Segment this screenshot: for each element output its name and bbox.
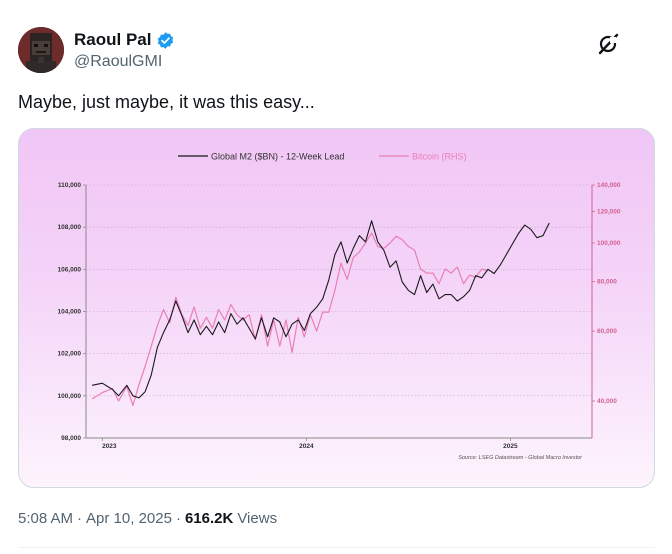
left-axis-label: 104,000 xyxy=(58,309,82,316)
tweet-time[interactable]: 5:08 AM xyxy=(18,510,74,527)
verified-badge-icon xyxy=(156,31,175,50)
chart-source-note: Source: LSEG Datastream - Global Macro I… xyxy=(458,455,583,461)
left-axis-label: 106,000 xyxy=(58,266,82,273)
right-axis-label: 140,000 xyxy=(597,182,621,189)
series-line-bitcoin xyxy=(91,232,489,406)
series-line-global-m2 xyxy=(91,220,550,399)
right-axis-label: 40,000 xyxy=(597,398,617,405)
author-name[interactable]: Raoul Pal xyxy=(74,30,152,49)
author-handle[interactable]: @RaoulGMI xyxy=(74,53,163,70)
right-axis-label: 80,000 xyxy=(597,278,617,285)
tweet-meta: 5:08 AM · Apr 10, 2025 · 616.2K Views xyxy=(18,510,277,527)
left-axis-label: 110,000 xyxy=(58,182,82,189)
avatar[interactable] xyxy=(18,27,64,73)
tweet-media-chart[interactable]: Global M2 ($BN) - 12-Week Lead Bitcoin (… xyxy=(18,128,655,488)
chart: Global M2 ($BN) - 12-Week Lead Bitcoin (… xyxy=(58,152,621,462)
right-axis-label: 60,000 xyxy=(597,328,617,335)
left-axis-label: 102,000 xyxy=(58,351,82,358)
left-axis-label: 108,000 xyxy=(58,224,82,231)
views-label: Views xyxy=(237,510,278,527)
tweet-date[interactable]: Apr 10, 2025 xyxy=(86,510,172,527)
right-axis-label: 100,000 xyxy=(597,240,621,247)
meta-separator: · xyxy=(175,510,181,527)
x-axis-label: 2025 xyxy=(503,443,518,450)
author-name-row[interactable]: Raoul Pal xyxy=(74,30,175,50)
legend-m2-label: Global M2 ($BN) - 12-Week Lead xyxy=(211,152,344,162)
divider xyxy=(18,547,655,548)
x-axis-label: 2024 xyxy=(299,443,314,450)
legend-btc-label: Bitcoin (RHS) xyxy=(412,152,467,162)
meta-separator: · xyxy=(77,510,83,527)
tweet-text: Maybe, just maybe, it was this easy... xyxy=(18,92,315,112)
grok-icon[interactable] xyxy=(596,31,622,57)
left-axis-label: 98,000 xyxy=(61,435,81,442)
right-axis-label: 120,000 xyxy=(597,209,621,216)
views-count: 616.2K xyxy=(184,510,234,527)
left-axis-label: 100,000 xyxy=(58,393,82,400)
x-axis-label: 2023 xyxy=(102,443,117,450)
